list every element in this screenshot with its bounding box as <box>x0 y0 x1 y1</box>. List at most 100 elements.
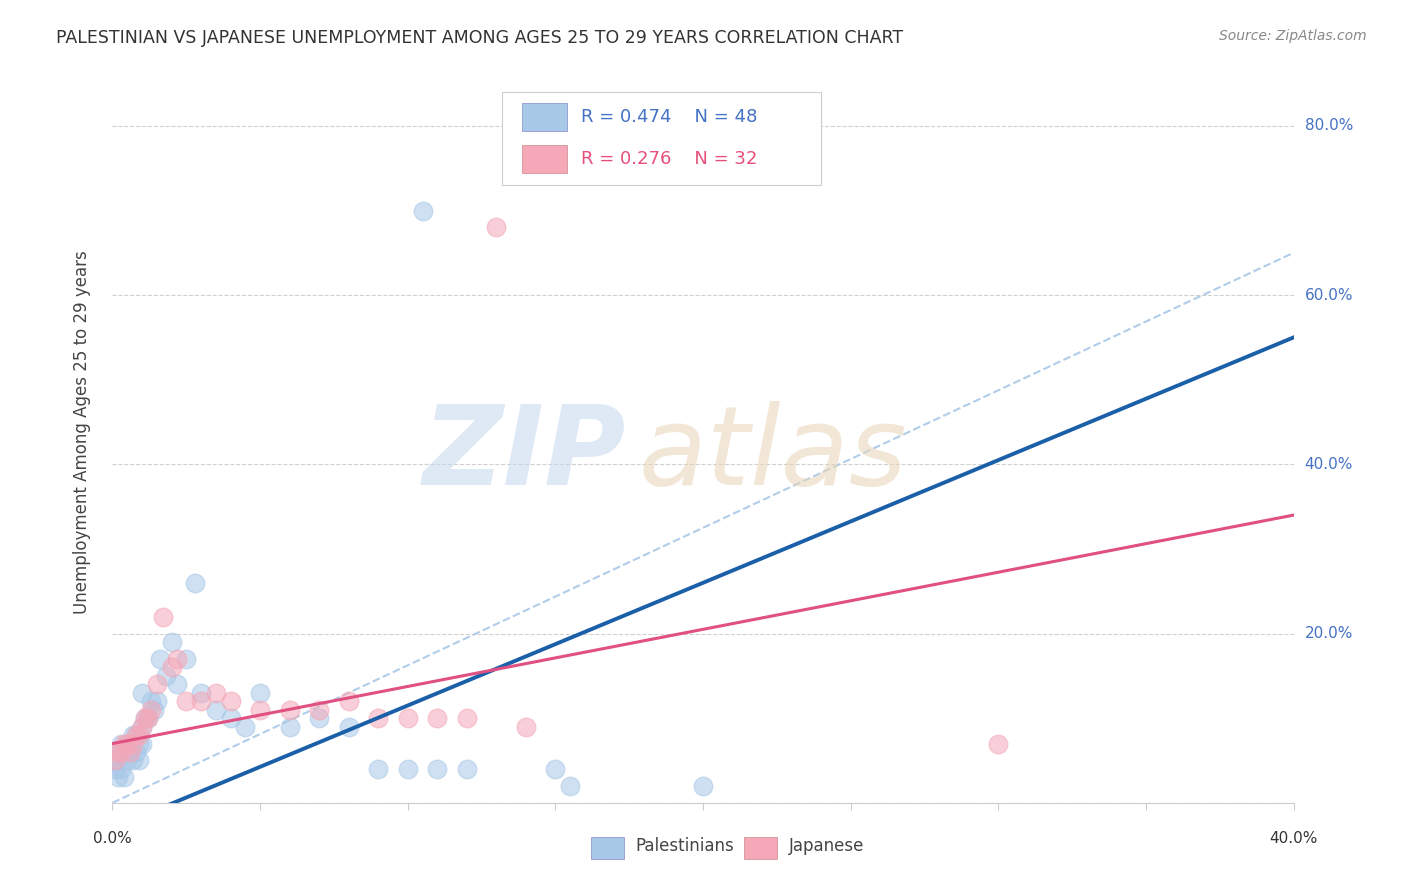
Point <box>139 694 162 708</box>
Point <box>337 720 360 734</box>
Y-axis label: Unemployment Among Ages 25 to 29 years: Unemployment Among Ages 25 to 29 years <box>73 251 91 615</box>
Point <box>426 762 449 776</box>
Point <box>122 737 145 751</box>
FancyBboxPatch shape <box>522 103 567 131</box>
Point <box>117 737 138 751</box>
Point <box>104 754 127 768</box>
Point <box>456 762 478 776</box>
Text: 40.0%: 40.0% <box>1270 830 1317 846</box>
Point <box>396 711 419 725</box>
Point <box>117 737 138 751</box>
Point <box>128 754 150 768</box>
Point <box>233 720 256 734</box>
Point <box>456 711 478 725</box>
Point <box>174 694 197 708</box>
Point <box>190 694 212 708</box>
Point <box>166 652 188 666</box>
Point <box>367 711 389 725</box>
Point <box>337 694 360 708</box>
Point <box>184 575 207 590</box>
Point <box>107 745 129 759</box>
Point <box>110 745 132 759</box>
Point <box>120 745 142 759</box>
Point <box>396 762 419 776</box>
Text: 0.0%: 0.0% <box>93 830 132 846</box>
Point <box>367 762 389 776</box>
Text: Japanese: Japanese <box>789 837 865 855</box>
FancyBboxPatch shape <box>744 837 778 859</box>
Point <box>205 703 228 717</box>
Point <box>249 686 271 700</box>
FancyBboxPatch shape <box>591 837 624 859</box>
Text: 80.0%: 80.0% <box>1305 119 1353 134</box>
Point <box>142 703 165 717</box>
FancyBboxPatch shape <box>522 145 567 173</box>
Point <box>122 754 145 768</box>
Point <box>134 711 156 725</box>
Point <box>219 694 242 708</box>
Point <box>131 737 153 751</box>
Text: Source: ZipAtlas.com: Source: ZipAtlas.com <box>1219 29 1367 43</box>
Point <box>174 652 197 666</box>
Point <box>107 745 129 759</box>
Point <box>104 754 127 768</box>
Point <box>112 745 135 759</box>
Point <box>190 686 212 700</box>
Point <box>485 220 508 235</box>
Point <box>128 737 150 751</box>
Point <box>278 720 301 734</box>
Point <box>139 703 162 717</box>
Point <box>110 762 132 776</box>
Text: 60.0%: 60.0% <box>1305 287 1353 302</box>
Point <box>249 703 271 717</box>
Point <box>146 677 169 691</box>
Point <box>219 711 242 725</box>
Point <box>125 728 148 742</box>
Point <box>155 669 177 683</box>
Point <box>134 711 156 725</box>
Text: PALESTINIAN VS JAPANESE UNEMPLOYMENT AMONG AGES 25 TO 29 YEARS CORRELATION CHART: PALESTINIAN VS JAPANESE UNEMPLOYMENT AMO… <box>56 29 904 46</box>
Point <box>308 711 330 725</box>
Point <box>544 762 567 776</box>
Point <box>131 686 153 700</box>
Point <box>160 635 183 649</box>
Text: atlas: atlas <box>638 401 907 508</box>
Point <box>278 703 301 717</box>
Point <box>125 745 148 759</box>
Point <box>146 694 169 708</box>
Point <box>107 771 129 785</box>
Point <box>136 711 159 725</box>
Point <box>166 677 188 691</box>
Text: Palestinians: Palestinians <box>636 837 734 855</box>
Point <box>149 652 172 666</box>
Text: R = 0.276    N = 32: R = 0.276 N = 32 <box>581 150 758 168</box>
Point <box>515 720 537 734</box>
Point <box>131 720 153 734</box>
Point <box>558 779 582 793</box>
Point <box>120 745 142 759</box>
Point <box>411 203 433 218</box>
Point <box>120 737 142 751</box>
Text: ZIP: ZIP <box>423 401 626 508</box>
Point <box>152 609 174 624</box>
Point <box>205 686 228 700</box>
Point <box>125 728 148 742</box>
Point <box>112 737 135 751</box>
Point <box>128 728 150 742</box>
Text: R = 0.474    N = 48: R = 0.474 N = 48 <box>581 108 758 127</box>
Point <box>110 737 132 751</box>
Text: 20.0%: 20.0% <box>1305 626 1353 641</box>
Point <box>117 754 138 768</box>
Text: 40.0%: 40.0% <box>1305 457 1353 472</box>
Point <box>104 762 127 776</box>
Point <box>131 720 153 734</box>
FancyBboxPatch shape <box>502 92 821 185</box>
Point <box>160 660 183 674</box>
Point <box>987 737 1010 751</box>
Point <box>136 711 159 725</box>
Point <box>112 771 135 785</box>
Point <box>122 728 145 742</box>
Point <box>426 711 449 725</box>
Point <box>692 779 714 793</box>
Point <box>308 703 330 717</box>
